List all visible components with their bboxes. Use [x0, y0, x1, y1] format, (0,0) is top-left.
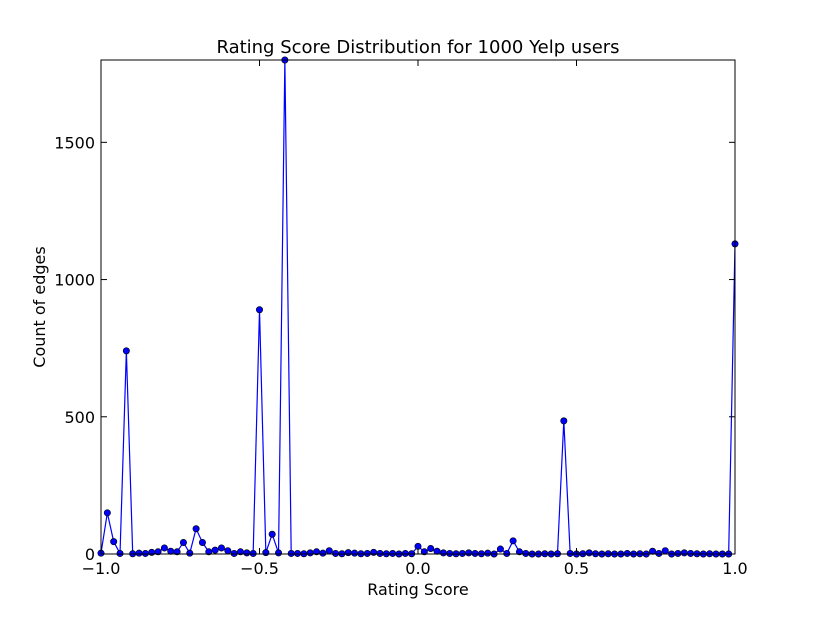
data-point [458, 549, 466, 557]
y-tick-label: 1000 [54, 271, 95, 290]
y-tick-label: 1500 [54, 133, 95, 152]
data-point [446, 549, 454, 557]
data-point [211, 546, 219, 554]
data-point [224, 547, 232, 555]
data-point [148, 548, 156, 556]
data-point [275, 549, 283, 557]
data-point [585, 549, 593, 557]
data-point [439, 549, 447, 557]
data-point [268, 530, 276, 538]
data-point [116, 549, 124, 557]
data-point [420, 548, 428, 556]
data-point [401, 549, 409, 557]
x-tick-label: −0.5 [240, 559, 279, 578]
data-point [674, 549, 682, 557]
data-point [503, 549, 511, 557]
data-point [509, 537, 517, 545]
data-point [351, 549, 359, 557]
data-point [344, 549, 352, 557]
data-point [566, 549, 574, 557]
data-point [262, 549, 270, 557]
data-point [103, 509, 111, 517]
data-point [287, 549, 295, 557]
data-point [661, 547, 669, 555]
data-point [294, 549, 302, 557]
data-point [230, 549, 238, 557]
data-point [496, 545, 504, 553]
data-point [306, 549, 314, 557]
data-point [484, 549, 492, 557]
data-point [325, 547, 333, 555]
data-point [560, 417, 568, 425]
data-point [243, 549, 251, 557]
data-point [255, 306, 263, 314]
data-point [198, 538, 206, 546]
data-point [173, 548, 181, 556]
data-point [249, 549, 257, 557]
x-tick-label: 1.0 [722, 559, 747, 578]
data-point [680, 549, 688, 557]
x-tick-label: 0.5 [564, 559, 589, 578]
data-point [186, 549, 194, 557]
data-point [623, 549, 631, 557]
data-point [319, 549, 327, 557]
data-point [515, 548, 523, 556]
data-point [363, 549, 371, 557]
data-point [655, 549, 663, 557]
data-point [687, 549, 695, 557]
data-point [522, 549, 530, 557]
x-axis-label: Rating Score [367, 580, 468, 599]
y-tick-label: 500 [64, 408, 95, 427]
data-point [471, 549, 479, 557]
data-point [179, 538, 187, 546]
data-point [135, 549, 143, 557]
data-point [376, 549, 384, 557]
x-tick-label: 0.0 [405, 559, 430, 578]
data-point [217, 544, 225, 552]
data-point [389, 549, 397, 557]
data-point [154, 548, 162, 556]
y-axis-label: Count of edges [30, 246, 49, 367]
data-point [141, 549, 149, 557]
data-point [427, 545, 435, 553]
data-point [465, 549, 473, 557]
data-point [160, 544, 168, 552]
chart-title: Rating Score Distribution for 1000 Yelp … [216, 37, 619, 58]
data-point [370, 548, 378, 556]
y-tick-label: 0 [85, 545, 95, 564]
data-point [122, 347, 130, 355]
x-tick-label: −1.0 [82, 559, 121, 578]
ticks-layer: −1.0 −0.5 0.0 0.5 1.0 0 500 1000 1500 [54, 60, 748, 578]
data-point [205, 548, 213, 556]
data-point [110, 538, 118, 546]
data-point [332, 549, 340, 557]
data-point [192, 525, 200, 533]
